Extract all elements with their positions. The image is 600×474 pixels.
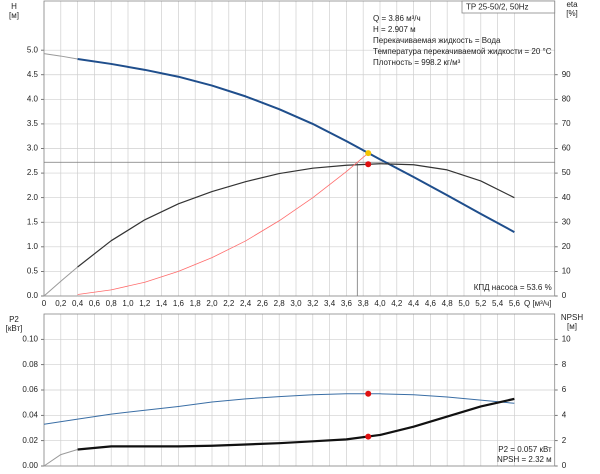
info-line: Q = 3.86 м³/ч (373, 14, 421, 23)
y-tick-label: 0.08 (22, 360, 38, 369)
curve (43, 266, 78, 297)
y2-tick-label: 20 (562, 242, 571, 251)
y2-tick-label: 70 (562, 119, 571, 128)
y2-tick-label: 0 (562, 291, 567, 300)
info-line: Плотность = 998.2 кг/м³ (373, 58, 461, 67)
y-tick-label: 3.0 (27, 144, 39, 153)
annotation: P2 = 0.057 кВт (498, 445, 552, 454)
x-tick-label: 5,4 (492, 299, 504, 308)
x-tick-label: 2,6 (257, 299, 269, 308)
y2-axis-label: eta (566, 0, 578, 9)
operating-point (365, 161, 372, 168)
x-tick-label: 2,4 (240, 299, 252, 308)
y2-tick-label: 40 (562, 193, 571, 202)
x-axis-label: Q [м³/ч] (524, 299, 551, 308)
y-tick-label: 0.00 (22, 461, 38, 470)
x-tick-label: 3,4 (324, 299, 336, 308)
x-tick-label: 2,2 (223, 299, 235, 308)
x-tick-label: 4,0 (374, 299, 386, 308)
y2-axis-label: [%] (566, 9, 578, 18)
y-tick-label: 2.5 (27, 168, 39, 177)
x-tick-label: 5,6 (509, 299, 521, 308)
y-tick-label: 0.0 (27, 291, 39, 300)
annotation: КПД насоса = 53.6 % (474, 283, 552, 292)
y2-tick-label: 6 (562, 385, 567, 394)
x-tick-label: 3,8 (358, 299, 370, 308)
model-label: TP 25-50/2, 50Hz (466, 3, 529, 12)
x-tick-label: 1,6 (173, 299, 185, 308)
x-tick-label: 4,2 (391, 299, 403, 308)
x-tick-label: 0,8 (106, 299, 118, 308)
y-tick-label: 1.5 (27, 217, 39, 226)
x-tick-label: 0,4 (72, 299, 84, 308)
plot-frame (43, 313, 556, 467)
x-tick-label: 3,2 (307, 299, 319, 308)
y-tick-label: 1.0 (27, 242, 39, 251)
y2-tick-label: 2 (562, 436, 567, 445)
y-tick-label: 0.10 (22, 334, 38, 343)
x-tick-label: 4,8 (442, 299, 454, 308)
x-tick-label: 5,2 (475, 299, 487, 308)
y-tick-label: 0.5 (27, 267, 39, 276)
operating-point (365, 433, 372, 440)
y2-tick-label: 0 (562, 461, 567, 470)
x-tick-label: 4,4 (408, 299, 420, 308)
x-tick-label: 2,8 (274, 299, 286, 308)
y-tick-label: 4.0 (27, 94, 39, 103)
y2-tick-label: 30 (562, 217, 571, 226)
y-tick-label: 5.0 (27, 45, 39, 54)
y2-tick-label: 10 (562, 267, 571, 276)
curve (77, 58, 515, 233)
y2-tick-label: 60 (562, 144, 571, 153)
y-axis-label: P2 (9, 315, 19, 324)
y-tick-label: 0.02 (22, 436, 38, 445)
curve (77, 397, 515, 451)
x-tick-label: 0,6 (89, 299, 101, 308)
x-tick-label: 2,0 (206, 299, 218, 308)
y-tick-label: 0.06 (22, 385, 38, 394)
x-tick-label: 0 (42, 299, 47, 308)
y-tick-label: 4.5 (27, 70, 39, 79)
y2-axis-label: [м] (567, 322, 577, 331)
y2-tick-label: 8 (562, 360, 567, 369)
x-tick-label: 1,2 (139, 299, 151, 308)
y2-tick-label: 50 (562, 168, 571, 177)
y2-axis-label: NPSH (561, 313, 583, 322)
y-tick-label: 0.04 (22, 410, 38, 419)
y2-tick-label: 4 (562, 410, 567, 419)
x-tick-label: 0,2 (55, 299, 67, 308)
model-box (461, 0, 556, 14)
y2-tick-label: 90 (562, 70, 571, 79)
x-tick-label: 4,6 (425, 299, 437, 308)
curve (43, 449, 78, 467)
y-tick-label: 2.0 (27, 193, 39, 202)
x-tick-label: 1,4 (156, 299, 168, 308)
info-line: H = 2.907 м (373, 25, 416, 34)
y-axis-label: [м] (9, 11, 19, 20)
x-tick-label: 3,6 (341, 299, 353, 308)
x-tick-label: 3,0 (290, 299, 302, 308)
info-line: Температура перекачиваемой жидкости = 20… (373, 47, 552, 56)
curve (43, 53, 78, 60)
y-axis-label: [кВт] (6, 324, 23, 333)
x-tick-label: 1,0 (122, 299, 134, 308)
curve (77, 163, 515, 268)
y2-tick-label: 80 (562, 94, 571, 103)
y-tick-label: 3.5 (27, 119, 39, 128)
y2-tick-label: 10 (562, 334, 571, 343)
x-tick-label: 1,8 (190, 299, 202, 308)
plot-frame (43, 0, 556, 297)
curve (77, 152, 369, 295)
y-axis-label: H (11, 2, 17, 11)
x-tick-label: 5,0 (458, 299, 470, 308)
info-line: Перекачиваемая жидкость = Вода (373, 36, 501, 45)
operating-point (365, 390, 372, 397)
operating-point (365, 150, 372, 157)
curve (43, 393, 515, 425)
annotation: NPSH = 2.32 м (497, 455, 552, 464)
